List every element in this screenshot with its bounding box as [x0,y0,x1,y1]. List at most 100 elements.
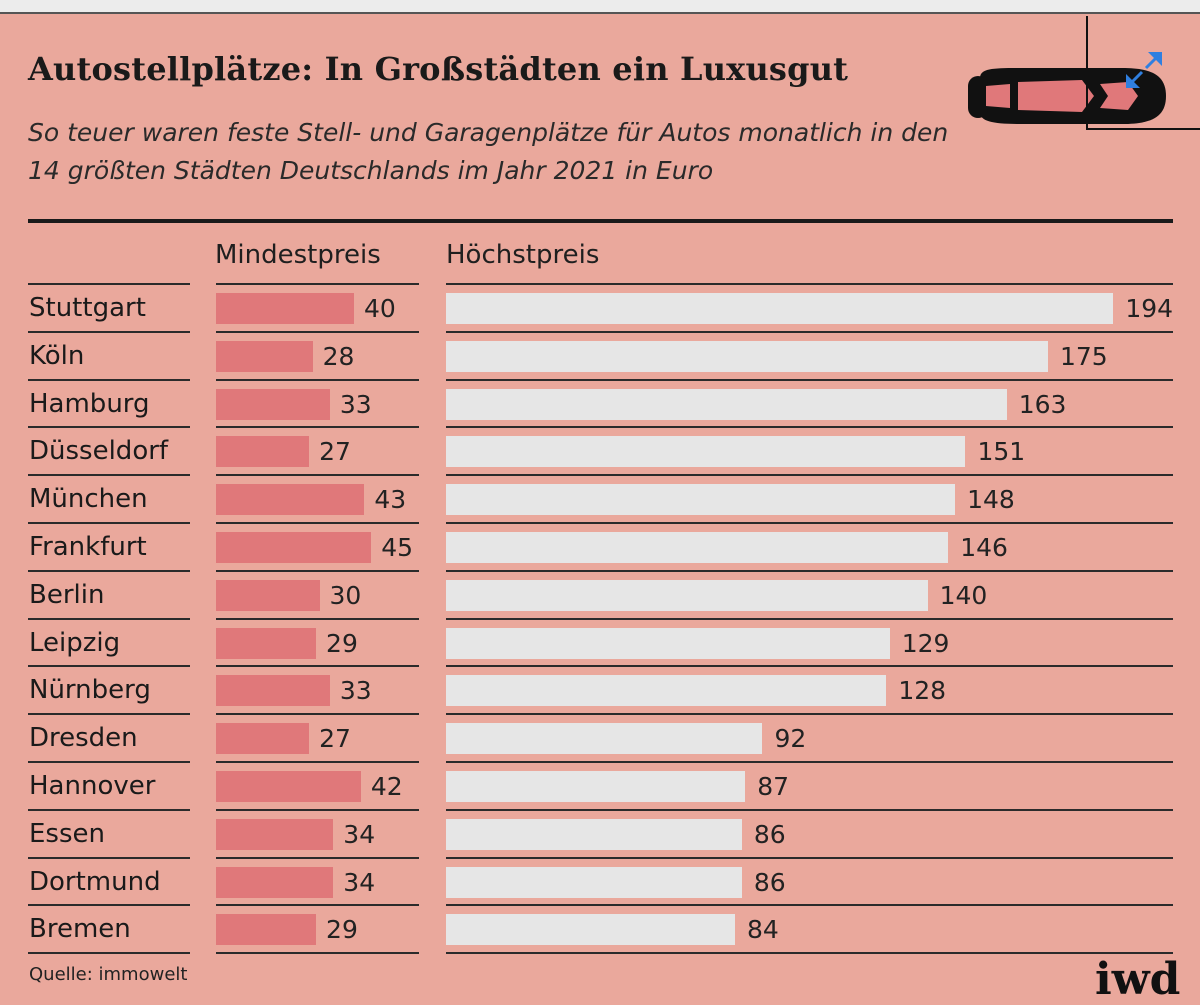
row-divider [216,617,419,620]
row-divider [446,904,1173,907]
row-divider [28,569,190,572]
min-value-label: 43 [374,485,407,515]
max-bar [446,340,1048,372]
min-value-label: 42 [370,772,403,801]
max-value-label: 86 [753,867,786,897]
row-divider [216,474,419,477]
row-divider [28,426,190,429]
row-divider [446,856,1173,859]
min-value-label: 33 [339,389,372,419]
min-value-label: 34 [343,819,376,849]
chart-subtitle: So teuer waren feste Stell- und Garagenp… [28,118,949,185]
min-value-label: 27 [319,724,351,754]
row-divider [216,761,419,763]
row-divider [446,330,1173,333]
row-divider [446,617,1173,620]
row-divider [446,283,1173,285]
city-label: Dresden [29,723,138,754]
max-value-label: 92 [774,724,807,754]
row-divider [216,713,419,716]
min-bar [216,293,354,324]
min-bar [216,675,330,707]
max-value-label: 148 [967,485,1015,515]
city-label: Frankfurt [29,532,147,562]
car-illustration [962,16,1200,146]
row-divider [446,761,1173,763]
max-bar [446,388,1007,420]
max-bar [446,818,742,850]
row-divider [446,522,1173,524]
row-divider [216,283,419,285]
city-label: Bremen [29,914,131,945]
chart-title: Autostellplätze: In Großstädten ein Luxu… [28,50,849,88]
row-divider [446,474,1173,477]
min-value-label: 33 [339,676,372,706]
row-divider [216,856,419,859]
source-note: Quelle: immowelt [29,964,188,985]
min-value-label: 34 [343,867,376,897]
max-bar [446,675,887,707]
max-bar [446,436,966,468]
row-divider [216,378,419,381]
row-divider [28,378,190,381]
row-divider [28,952,190,955]
row-divider [216,330,419,333]
row-divider [446,426,1173,429]
max-value-label: 84 [746,915,779,945]
row-divider [446,713,1173,716]
max-bar [446,627,890,659]
city-label: Leipzig [29,627,121,658]
max-value-label: 86 [753,819,786,849]
min-value-label: 30 [329,580,362,610]
max-bar [446,532,949,563]
max-value-label: 129 [901,628,950,658]
city-label: Nürnberg [29,675,151,706]
expand-arrows-icon[interactable] [1122,48,1166,92]
city-label: Essen [29,818,105,849]
row-divider [216,808,419,811]
row-divider [216,569,419,572]
title-rule [28,219,1173,223]
city-label: Berlin [29,579,105,610]
row-divider [28,617,190,620]
max-value-label: 194 [1125,294,1174,323]
min-bar [216,818,334,850]
row-divider [28,283,190,285]
city-label: Köln [29,340,85,371]
max-bar [446,914,735,946]
row-divider [216,665,419,668]
min-value-label: 40 [364,294,396,323]
min-bar [216,866,334,898]
row-divider [28,904,190,907]
max-value-label: 140 [939,580,988,610]
min-bar [216,627,317,659]
min-bar [216,771,361,802]
top-strip [0,0,1200,14]
min-value-label: 45 [381,533,414,562]
city-label: Dortmund [29,866,161,897]
column-header-min: Mindestpreis [215,240,381,270]
min-bar [216,914,317,946]
column-header-max: Höchstpreis [446,240,600,270]
row-divider [446,378,1173,381]
car-icon [968,16,1200,130]
max-bar [446,771,746,802]
city-label: Stuttgart [29,293,146,323]
max-value-label: 128 [898,676,947,706]
min-value-label: 27 [319,437,351,467]
row-divider [446,952,1173,955]
city-label: Hamburg [29,388,150,419]
min-bar [216,723,310,755]
max-bar [446,579,928,611]
max-value-label: 151 [977,437,1026,467]
row-divider [28,761,190,763]
row-divider [446,808,1173,811]
min-bar [216,484,365,516]
max-bar [446,723,763,755]
max-bar [446,866,742,898]
max-value-label: 87 [757,772,790,801]
min-value-label: 29 [326,915,358,945]
max-value-label: 146 [960,533,1008,562]
min-bar [216,579,320,611]
